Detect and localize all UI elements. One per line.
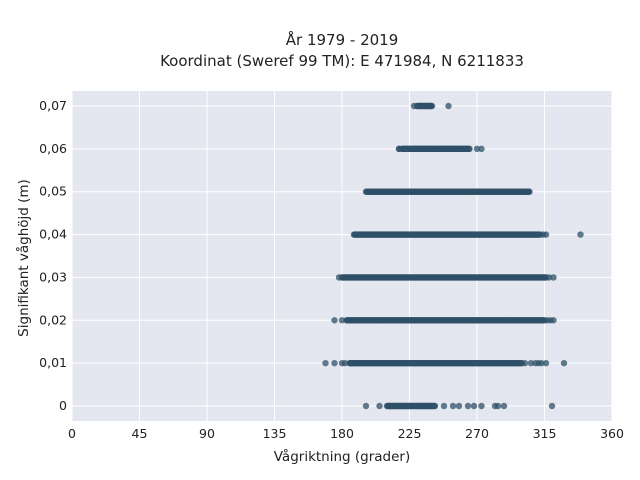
chart-title-line1: År 1979 - 2019 [286, 30, 399, 49]
x-tick-label: 180 [330, 426, 354, 441]
x-tick-labels: 0 45 90 135 180 225 270 315 360 [68, 426, 624, 441]
data-point [440, 402, 448, 410]
data-point [455, 402, 463, 410]
data-point [386, 402, 394, 410]
data-point [376, 402, 383, 410]
data-point [362, 402, 370, 410]
data-point [341, 359, 349, 367]
data-point [410, 102, 418, 110]
data-point [548, 402, 556, 410]
data-point [542, 231, 550, 238]
x-tick-label: 90 [199, 426, 215, 441]
x-tick-label: 135 [263, 426, 287, 441]
y-tick-label: 0,05 [39, 184, 67, 199]
data-point [577, 231, 584, 238]
data-point [473, 145, 481, 153]
data-point [395, 145, 403, 153]
data-point [550, 317, 557, 324]
data-point [478, 145, 485, 153]
data-point [545, 274, 553, 281]
x-tick-label: 225 [398, 426, 422, 441]
x-tick-label: 315 [533, 426, 557, 441]
y-tick-label: 0,03 [39, 269, 67, 284]
x-tick-label: 270 [465, 426, 489, 441]
data-point [464, 402, 472, 410]
data-point [470, 402, 478, 410]
data-point [550, 274, 557, 281]
x-tick-label: 360 [600, 426, 624, 441]
chart-title-line2: Koordinat (Sweref 99 TM): E 471984, N 62… [160, 52, 524, 70]
y-tick-label: 0,02 [39, 312, 67, 327]
data-point [538, 359, 545, 367]
data-point [466, 145, 473, 153]
data-point [526, 188, 533, 195]
data-point [478, 402, 485, 410]
data-point [500, 402, 508, 410]
data-point [338, 317, 346, 324]
y-axis-label: Signifikant våghöjd (m) [15, 179, 32, 337]
data-point [331, 317, 338, 324]
y-tick-label: 0,06 [39, 141, 67, 156]
data-point [431, 402, 439, 410]
data-point [322, 359, 329, 367]
y-tick-label: 0,07 [39, 98, 67, 113]
data-point [521, 359, 529, 367]
x-axis-label: Vågriktning (grader) [274, 448, 411, 465]
y-tick-label: 0 [59, 398, 67, 413]
x-tick-label: 45 [132, 426, 148, 441]
data-point [335, 274, 343, 281]
x-tick-label: 0 [68, 426, 76, 441]
y-tick-label: 0,01 [39, 355, 67, 370]
data-point [445, 102, 452, 110]
data-point [560, 359, 568, 367]
y-tick-labels: 0 0,01 0,02 0,03 0,04 0,05 0,06 0,07 [39, 98, 67, 413]
data-point [331, 359, 338, 367]
y-tick-label: 0,04 [39, 227, 67, 242]
data-point [428, 102, 436, 110]
data-point [527, 359, 535, 367]
data-points [322, 102, 584, 410]
data-point [542, 359, 550, 367]
data-point [449, 402, 457, 410]
data-point [494, 402, 502, 410]
